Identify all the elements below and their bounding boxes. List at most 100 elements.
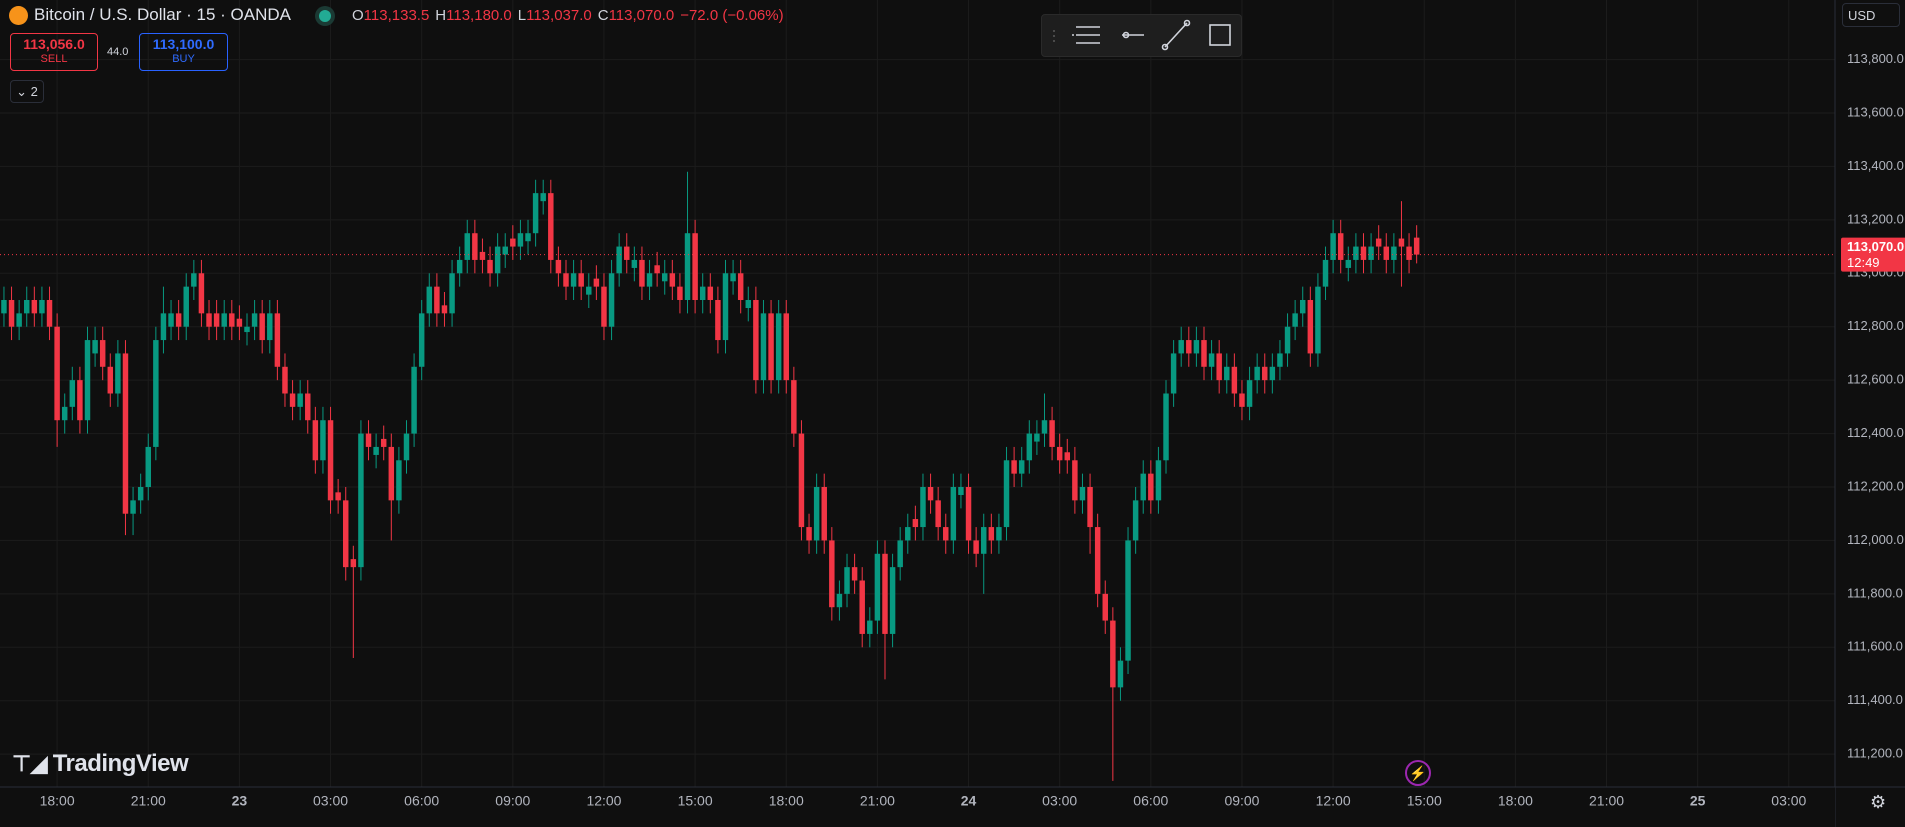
buy-button[interactable]: 113,100.0 BUY [139,33,228,71]
candle-body [320,420,326,461]
ohlc-value: 113,180.0 [446,7,512,24]
candle-body [259,313,265,341]
candle-body [791,380,797,434]
candle-body [358,433,364,568]
alert-icon[interactable]: ⚡ [1405,760,1431,786]
candle-body [996,527,1002,541]
ohlc-legend: O113,133.5 H113,180.0 L113,037.0 C113,070.0… [352,7,784,24]
y-tick-label: 112,400.0 [1847,425,1904,440]
candle-body [107,366,114,394]
candle-body [1049,420,1055,447]
candle-body [905,527,911,541]
currency-selector[interactable]: USD [1842,3,1900,27]
candle-body [160,313,167,341]
candle-body [988,527,995,541]
candle-body [403,433,410,461]
candle-body [707,286,714,301]
candle-body [631,259,638,268]
candle-body [365,433,372,447]
candle-body [39,300,45,314]
candle-body [715,300,721,341]
candle-body [487,259,493,274]
candle-body [1170,353,1177,394]
candle-body [1034,433,1040,442]
candle-body [548,193,554,260]
candle-body [1353,246,1359,260]
candle-body [943,527,949,541]
candle-body [312,420,319,461]
candle-body [563,273,569,287]
fib-tool[interactable] [1072,26,1100,44]
candle-body [1056,446,1063,461]
candle-body [99,340,106,367]
x-tick-label: 21:00 [1589,793,1624,809]
candle-body [396,460,402,501]
candle-body [1201,340,1207,367]
candle-body [92,340,98,354]
candle-body [1406,246,1412,260]
candle-body [1292,313,1298,327]
candle-body [753,300,759,381]
candle-body [1163,393,1169,461]
candle-body [889,567,896,634]
candle-body [1117,660,1124,688]
symbol-title[interactable]: Bitcoin / U.S. Dollar · 15 · OANDA [34,5,291,24]
candle-body [1360,246,1367,260]
candle-body [456,259,463,274]
indicators-toggle[interactable]: ⌄ 2 [10,80,44,103]
logo-text: TradingView [52,750,189,777]
x-tick-label: 09:00 [495,793,530,809]
candle-body [153,340,159,447]
candle-body [745,300,752,309]
candle-body [783,313,789,381]
candle-body [980,527,987,554]
settings-icon[interactable]: ⚙ [1870,792,1887,812]
candle-body [654,265,660,274]
candle-body [1284,326,1291,354]
candle-body [722,273,729,341]
candle-body [1094,527,1101,594]
x-tick-label: 18:00 [1498,793,1533,809]
candle-body [768,313,774,381]
price-tag-countdown: 12:49 [1847,255,1880,270]
buy-label: BUY [172,53,195,65]
spread: 44.0 [107,46,129,58]
candle-body [380,438,387,447]
candle-body [472,233,478,260]
candle-body [24,300,30,314]
candle-body [441,305,448,314]
candle-body [61,406,68,421]
candle-body [8,300,15,327]
candle-body [821,486,827,541]
candle-body [1,300,7,314]
sell-price: 113,056.0 [23,36,85,52]
candle-body [1072,460,1078,501]
candle-body [1307,300,1314,354]
candle-body [517,233,524,247]
candle-body [1391,246,1397,260]
candle-body [274,313,281,367]
price-tag-label: 113,070.0 [1847,239,1904,254]
x-tick-label: 12:00 [1316,793,1351,809]
candle-body [84,340,91,421]
y-tick-label: 113,200.0 [1847,211,1904,226]
trend-line-tool[interactable] [1164,22,1188,48]
rect-tool[interactable] [1209,24,1231,46]
candle-body [775,313,782,381]
y-tick-label: 111,400.0 [1847,692,1903,707]
candle-body [1208,353,1215,367]
x-tick-label: 23 [232,793,248,809]
logo[interactable]: ⊤◢ TradingView [12,750,189,778]
y-tick-label: 112,200.0 [1847,478,1904,493]
candle-body [1018,460,1025,474]
candle-body [798,433,805,528]
drawing-toolbar [1041,14,1242,57]
candle-body [198,273,205,314]
ohlc-value: 113,070.0 [608,7,675,24]
sell-button[interactable]: 113,056.0 SELL [10,33,98,71]
x-tick-label: 15:00 [678,793,713,809]
price-axis-bg [1835,0,1905,827]
candle-body [874,553,881,621]
toolbar-icons [1053,19,1231,51]
candle-body [1148,473,1154,501]
